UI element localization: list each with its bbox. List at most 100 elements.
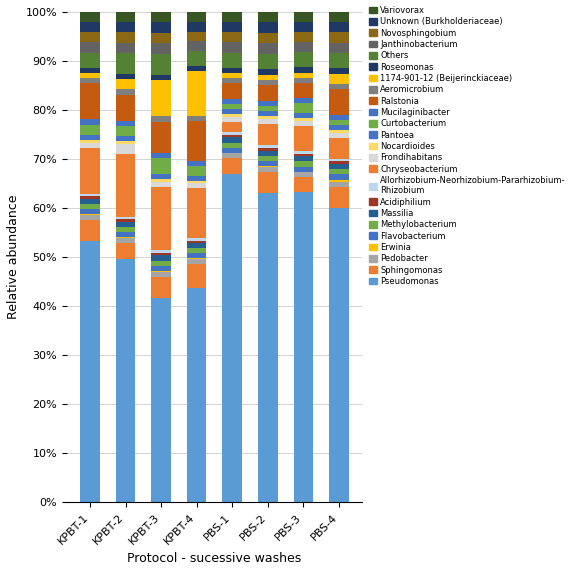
Bar: [293, 121, 313, 126]
Bar: [80, 142, 100, 148]
Bar: [152, 11, 171, 22]
Bar: [187, 181, 207, 184]
Bar: [329, 22, 348, 32]
Bar: [258, 150, 278, 156]
Bar: [329, 169, 348, 174]
Bar: [329, 32, 348, 42]
Bar: [223, 122, 242, 132]
Bar: [223, 42, 242, 53]
Bar: [116, 43, 135, 53]
Bar: [152, 266, 171, 271]
Bar: [223, 22, 242, 32]
Bar: [152, 256, 171, 261]
Bar: [152, 182, 171, 187]
Bar: [293, 118, 313, 121]
Bar: [329, 42, 348, 53]
Bar: [293, 156, 313, 161]
Bar: [293, 98, 313, 103]
Bar: [152, 272, 171, 277]
Bar: [152, 180, 171, 182]
Bar: [329, 89, 348, 115]
Bar: [80, 78, 100, 84]
Bar: [223, 174, 242, 502]
Bar: [293, 67, 313, 73]
Bar: [80, 22, 100, 32]
Bar: [223, 32, 242, 42]
Bar: [80, 241, 100, 502]
Bar: [258, 43, 278, 54]
Bar: [152, 250, 171, 253]
Bar: [80, 194, 100, 196]
Bar: [258, 161, 278, 166]
Bar: [258, 148, 278, 150]
Bar: [187, 176, 207, 181]
Bar: [187, 121, 207, 161]
Bar: [223, 73, 242, 78]
Bar: [223, 84, 242, 99]
Bar: [223, 132, 242, 135]
Bar: [187, 241, 207, 243]
Bar: [293, 78, 313, 83]
Bar: [116, 89, 135, 94]
Bar: [116, 259, 135, 502]
Bar: [116, 74, 135, 79]
Bar: [187, 253, 207, 258]
Bar: [80, 32, 100, 42]
Bar: [329, 180, 348, 182]
Bar: [329, 53, 348, 69]
Bar: [187, 66, 207, 72]
Bar: [293, 83, 313, 98]
Bar: [293, 177, 313, 193]
Bar: [187, 166, 207, 176]
Bar: [152, 117, 171, 122]
Bar: [152, 158, 171, 174]
Bar: [116, 154, 135, 217]
Bar: [80, 204, 100, 209]
Bar: [116, 227, 135, 232]
Bar: [116, 11, 135, 22]
Bar: [223, 117, 242, 122]
Bar: [187, 259, 207, 264]
Bar: [258, 193, 278, 502]
Bar: [329, 69, 348, 74]
Bar: [80, 120, 100, 125]
Bar: [116, 22, 135, 33]
Bar: [187, 248, 207, 253]
Bar: [116, 121, 135, 126]
Bar: [187, 243, 207, 248]
Bar: [329, 159, 348, 161]
Bar: [80, 209, 100, 214]
Bar: [329, 74, 348, 84]
Bar: [187, 161, 207, 166]
Bar: [329, 120, 348, 125]
Bar: [187, 22, 207, 31]
Bar: [80, 84, 100, 120]
Bar: [116, 243, 135, 259]
Bar: [187, 184, 207, 188]
Bar: [329, 182, 348, 187]
Bar: [258, 33, 278, 43]
Bar: [258, 124, 278, 145]
Bar: [152, 298, 171, 502]
Bar: [80, 53, 100, 68]
Bar: [258, 172, 278, 193]
Bar: [80, 42, 100, 53]
Bar: [223, 148, 242, 153]
Bar: [116, 53, 135, 74]
Bar: [116, 79, 135, 89]
Bar: [80, 140, 100, 142]
Bar: [187, 116, 207, 121]
Bar: [80, 73, 100, 78]
Bar: [258, 80, 278, 85]
Bar: [187, 11, 207, 22]
Bar: [223, 109, 242, 114]
Bar: [293, 172, 313, 177]
Bar: [329, 84, 348, 89]
Bar: [258, 69, 278, 74]
Bar: [329, 11, 348, 22]
Bar: [187, 72, 207, 116]
Bar: [152, 80, 171, 117]
Bar: [80, 148, 100, 194]
Bar: [152, 54, 171, 74]
Bar: [152, 22, 171, 33]
